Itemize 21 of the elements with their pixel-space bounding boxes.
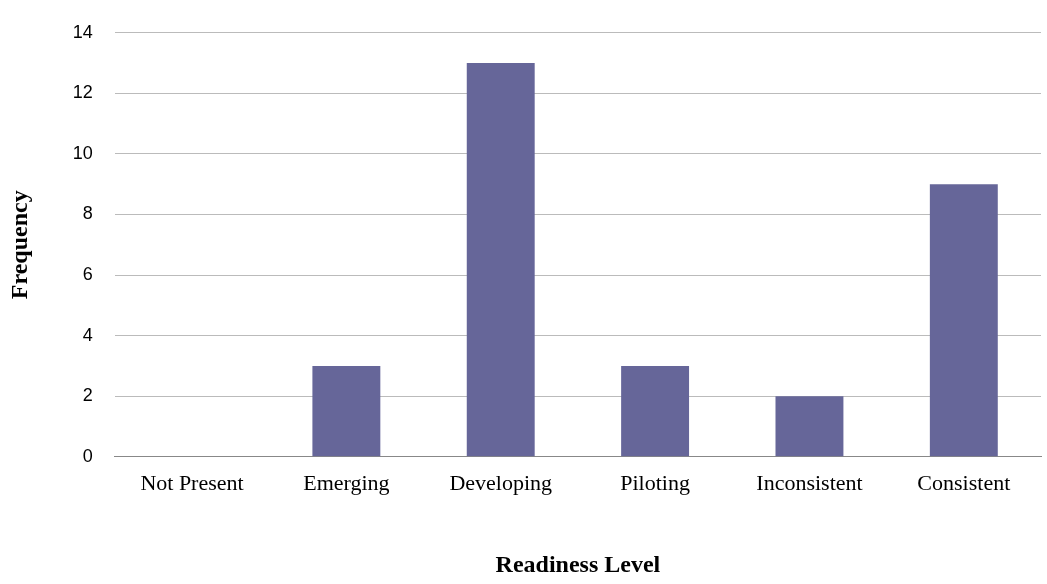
y-tick-label: 4	[82, 324, 93, 345]
y-tick-label: 0	[82, 445, 93, 466]
y-tick-label: 2	[82, 385, 93, 406]
bar	[775, 396, 844, 457]
bar	[466, 63, 535, 457]
x-tick-label: Emerging	[303, 469, 390, 495]
x-tick-label: Not Present	[140, 469, 244, 495]
x-axis-title: Readiness Level	[495, 550, 661, 577]
x-tick-label: Consistent	[917, 469, 1011, 495]
bar	[621, 365, 690, 457]
y-tick-label: 10	[72, 142, 93, 163]
y-tick-label: 8	[82, 203, 93, 224]
x-tick-label: Inconsistent	[756, 469, 863, 495]
y-axis-title: Frequency	[5, 190, 32, 300]
y-tick-label: 6	[82, 264, 93, 285]
y-tick-label: 12	[72, 82, 93, 103]
y-tick-label: 14	[72, 21, 93, 42]
x-tick-label: Developing	[449, 469, 553, 495]
x-tick-label: Piloting	[620, 469, 690, 495]
bar	[312, 365, 381, 457]
bar	[929, 184, 998, 457]
